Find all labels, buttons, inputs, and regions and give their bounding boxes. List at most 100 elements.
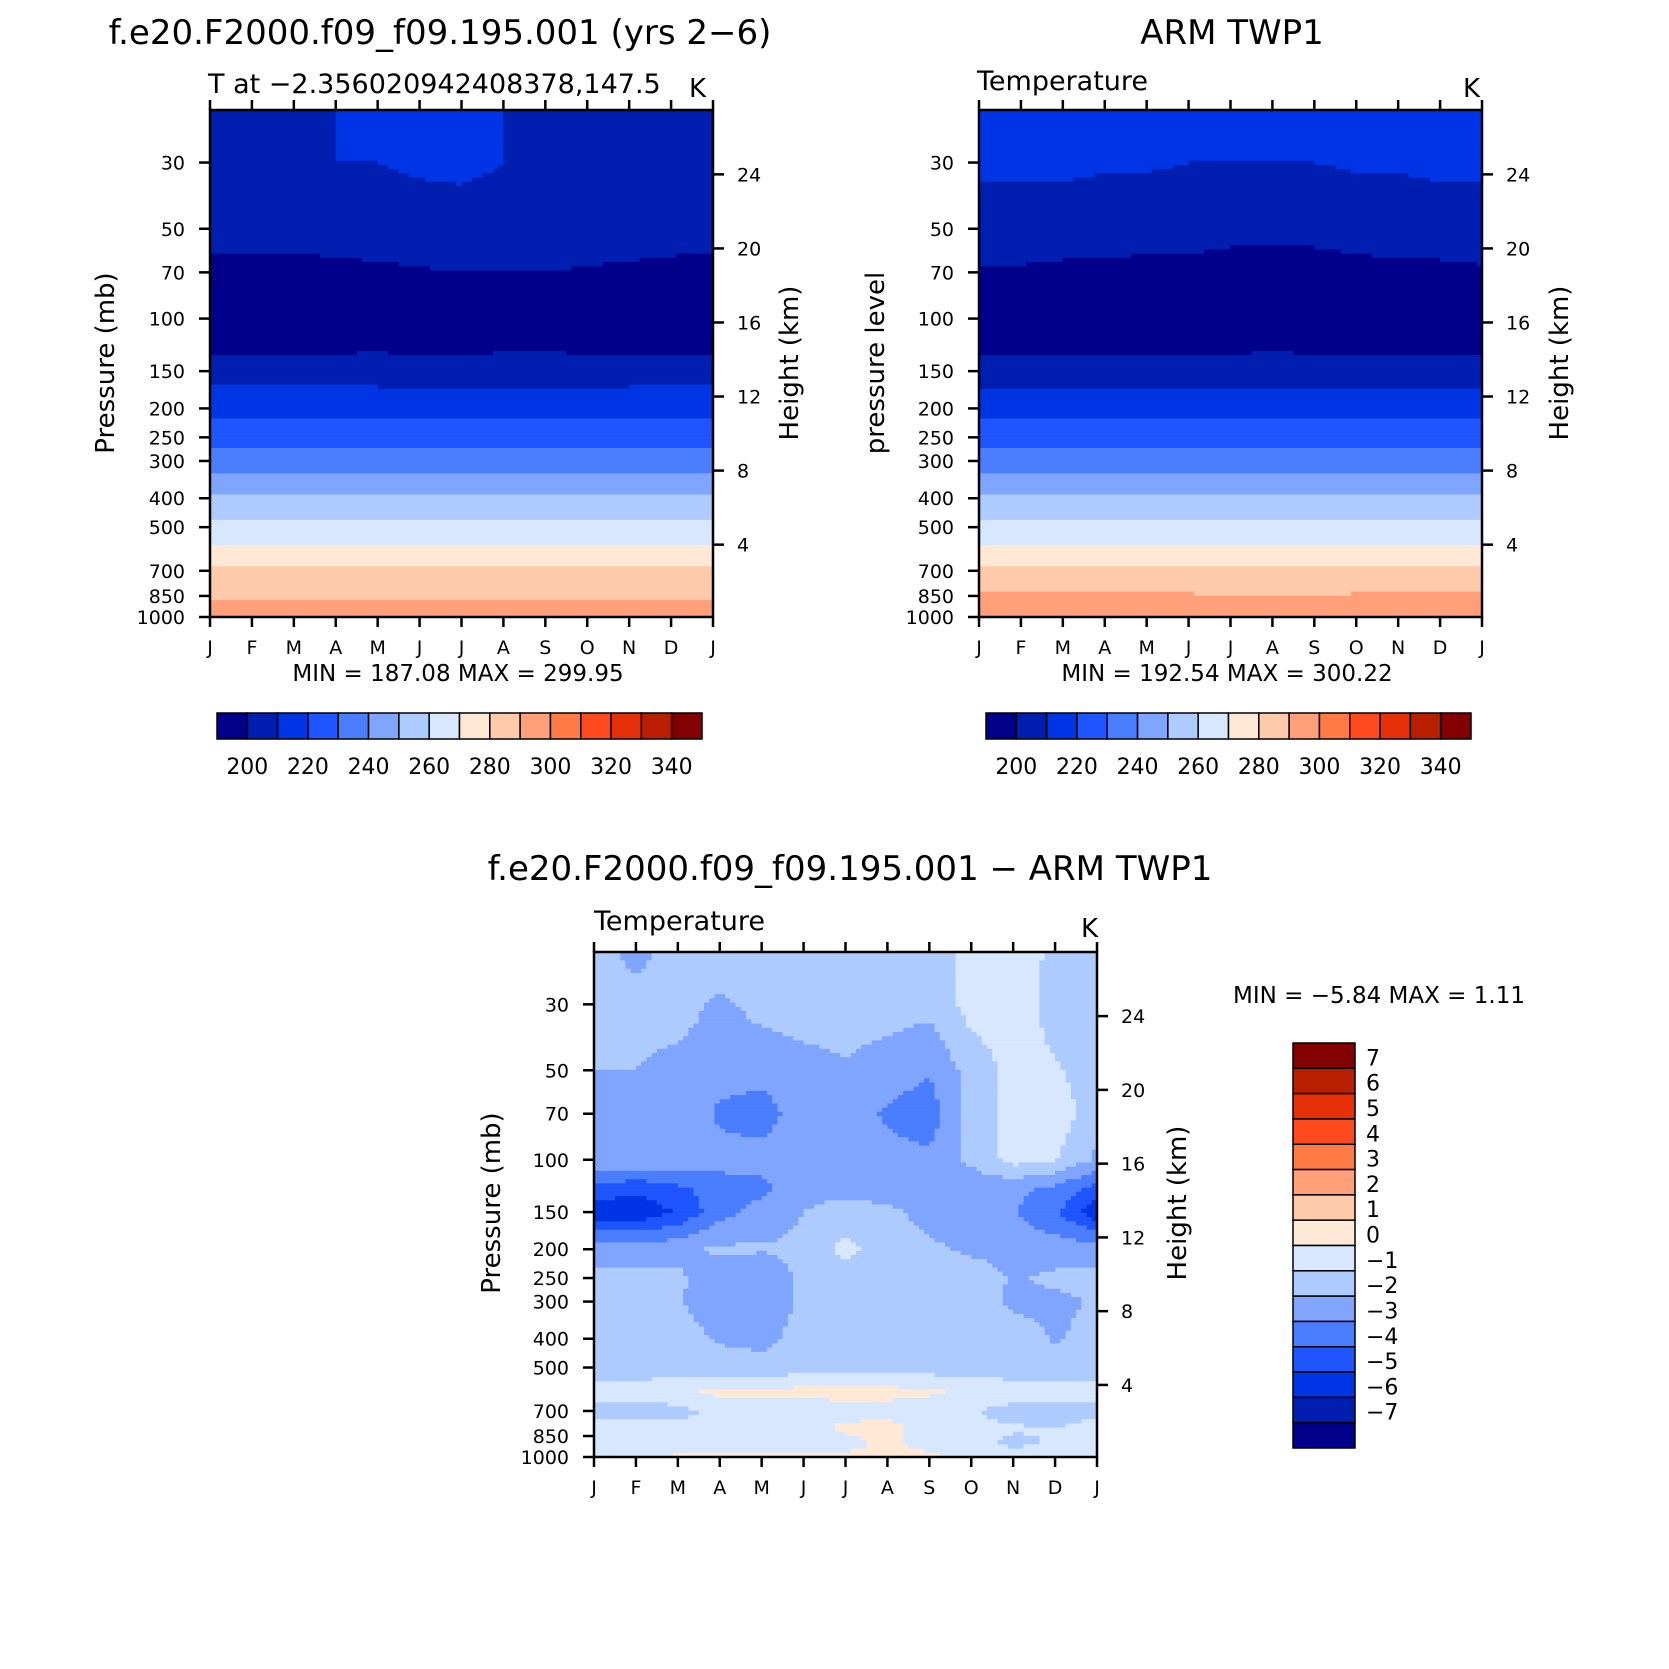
contour-cell xyxy=(335,126,505,132)
colorbar-box xyxy=(1292,1320,1356,1348)
contour-cell xyxy=(939,1031,978,1037)
contour-cell xyxy=(704,1006,742,1012)
contour-cell xyxy=(960,1116,999,1121)
contour-cell xyxy=(979,422,1482,428)
contour-cell xyxy=(908,1444,1009,1450)
contour-cell xyxy=(377,384,630,390)
contour-cell xyxy=(698,1204,747,1210)
contour-cell xyxy=(594,1284,689,1290)
contour-cell xyxy=(498,164,713,170)
colorbar-label: −7 xyxy=(1366,1401,1398,1426)
contour-cell xyxy=(960,1137,999,1142)
contour-cell xyxy=(1039,1006,1097,1012)
contour-cell xyxy=(740,1132,768,1138)
contour-cell xyxy=(594,1170,726,1176)
contour-cell xyxy=(1070,1318,1097,1323)
contour-cell xyxy=(829,1398,894,1403)
contour-cell xyxy=(751,1200,826,1206)
contour-cell xyxy=(210,198,713,204)
contour-cell xyxy=(210,143,337,149)
contour-cell xyxy=(979,262,1027,267)
contour-cell xyxy=(1044,1326,1072,1332)
contour-cell xyxy=(850,1238,936,1243)
contour-cell xyxy=(979,245,1232,251)
contour-cell xyxy=(979,110,1482,115)
contour-cell xyxy=(751,1347,768,1353)
colorbar-label: 6 xyxy=(1366,1072,1380,1097)
contour-cell xyxy=(1076,1111,1097,1117)
contour-cell xyxy=(714,1103,778,1109)
contour-cell xyxy=(1002,1175,1025,1180)
contour-cell xyxy=(709,1225,794,1231)
x-tick-label: A xyxy=(713,1477,726,1499)
contour-cell xyxy=(594,1288,684,1294)
contour-cell xyxy=(335,152,505,158)
contour-cell xyxy=(960,1010,1040,1016)
colorbar-label: 200 xyxy=(995,755,1037,780)
contour-cell xyxy=(210,460,713,466)
contour-cell xyxy=(210,139,337,145)
contour-cell xyxy=(594,1351,1097,1357)
colorbar-label: 3 xyxy=(1366,1148,1380,1173)
contour-cell xyxy=(960,1120,999,1126)
contour-cell xyxy=(756,1250,768,1256)
contour-cell xyxy=(1002,1297,1082,1302)
colorbar-box xyxy=(307,712,339,740)
contour-cell xyxy=(745,1204,815,1210)
contour-cell xyxy=(1351,591,1482,597)
x-tick-label: J xyxy=(842,1477,849,1499)
colorbar-box xyxy=(519,712,552,740)
contour-cell xyxy=(210,219,713,225)
contour-cell xyxy=(646,964,957,970)
colorbar-label: 300 xyxy=(529,755,571,780)
contour-cell xyxy=(979,283,1482,289)
contour-cell xyxy=(939,1116,962,1121)
contour-cell xyxy=(1408,173,1482,179)
y-tick-label: 150 xyxy=(918,361,954,383)
contour-cell xyxy=(1065,1179,1097,1185)
contour-cell xyxy=(950,1048,993,1054)
contour-cell xyxy=(594,1196,616,1201)
contour-cell xyxy=(971,1255,1097,1260)
contour-cell xyxy=(1081,1297,1097,1302)
y-tick-label: 500 xyxy=(149,517,185,539)
contour-cell xyxy=(210,409,713,415)
contour-cell xyxy=(503,135,713,141)
contour-cell xyxy=(210,473,713,479)
contour-cell xyxy=(960,1132,999,1138)
contour-cell xyxy=(955,956,1046,962)
contour-cell xyxy=(210,511,713,517)
contour-cell xyxy=(787,1318,1035,1323)
contour-cell xyxy=(966,1019,1040,1025)
contour-cell xyxy=(1440,257,1482,263)
contour-cell xyxy=(934,1128,962,1134)
contour-cell xyxy=(594,1107,716,1113)
contour-cell xyxy=(594,1276,689,1281)
contour-cell xyxy=(320,253,677,259)
panel-obs-ylabel: pressure level xyxy=(861,272,891,454)
colorbar-label: 300 xyxy=(1298,755,1340,780)
contour-cell xyxy=(594,1250,710,1256)
contour-cell xyxy=(979,600,1482,605)
contour-cell xyxy=(903,1423,1025,1429)
contour-cell xyxy=(1055,1183,1093,1189)
contour-cell xyxy=(955,998,1040,1004)
contour-cell xyxy=(594,1132,742,1138)
y-tick-label: 70 xyxy=(161,262,185,284)
contour-cell xyxy=(1091,1217,1097,1222)
contour-cell xyxy=(955,985,1040,991)
contour-cell xyxy=(979,190,1482,196)
contour-cell xyxy=(979,528,1482,534)
contour-cell xyxy=(793,1284,1004,1290)
contour-cell xyxy=(960,1095,999,1100)
contour-cell xyxy=(979,376,1482,381)
contour-cell xyxy=(1065,1334,1097,1340)
contour-cell xyxy=(210,236,713,242)
contour-cell xyxy=(979,393,1482,398)
contour-cell xyxy=(1055,1267,1097,1273)
contour-cell xyxy=(945,1040,983,1046)
contour-cell xyxy=(210,562,713,567)
contour-cell xyxy=(210,371,713,377)
contour-cell xyxy=(594,1318,695,1323)
y2-tick-label: 16 xyxy=(737,312,761,334)
